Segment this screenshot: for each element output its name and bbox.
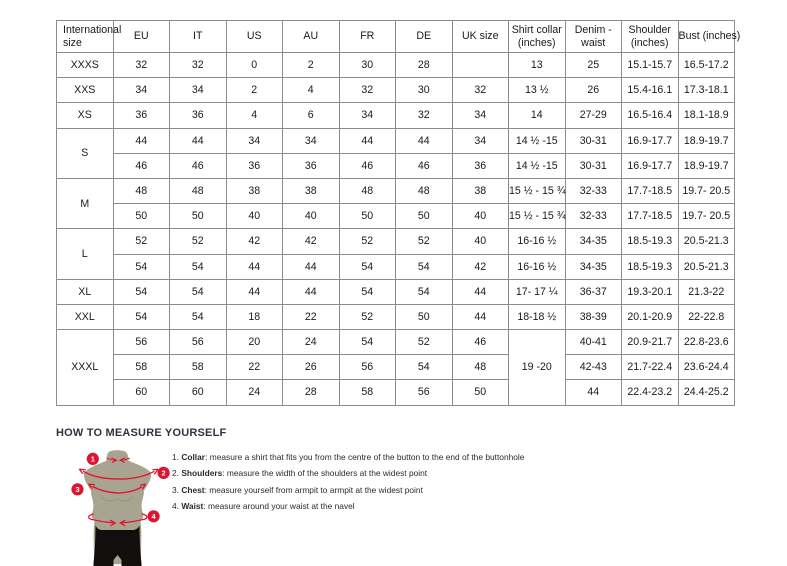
svg-text:1: 1 (91, 455, 95, 464)
svg-text:2: 2 (162, 469, 166, 478)
svg-text:3: 3 (75, 485, 79, 494)
